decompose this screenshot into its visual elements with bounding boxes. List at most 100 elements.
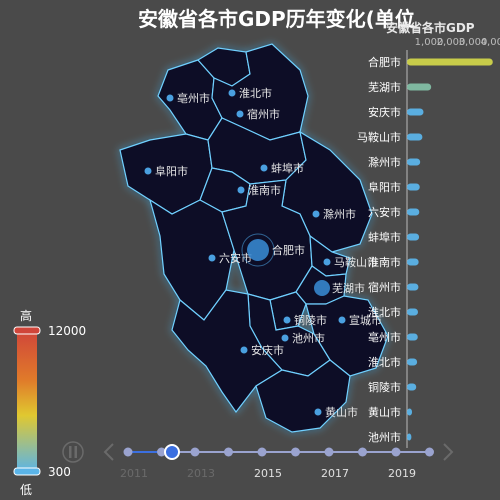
city-label: 淮北市 [239, 86, 272, 100]
bar-category-label: 滁州市 [368, 155, 401, 169]
bar[interactable] [407, 108, 424, 116]
bar[interactable] [407, 233, 420, 241]
city-marker[interactable] [247, 239, 269, 261]
city-label: 阜阳市 [155, 164, 188, 178]
region-huangshan[interactable] [255, 359, 351, 433]
city-marker[interactable] [314, 280, 330, 296]
bar[interactable] [407, 308, 418, 316]
bar-category-label: 芜湖市 [368, 80, 401, 94]
visual-map-handle-bottom[interactable] [13, 467, 41, 476]
bar[interactable] [407, 83, 432, 91]
city-label: 安庆市 [251, 343, 284, 357]
city-label: 马鞍山市 [334, 255, 378, 269]
bar[interactable] [407, 258, 419, 266]
bar[interactable] [407, 133, 423, 141]
bar[interactable] [407, 358, 418, 366]
city-label: 铜陵市 [294, 313, 327, 327]
city-marker[interactable] [237, 186, 245, 194]
timeline-step[interactable] [157, 447, 166, 457]
ranking-title: 安徽省各市GDP [386, 20, 475, 35]
bar-category-label: 淮北市 [368, 305, 401, 319]
visual-map-high-label: 高 [20, 308, 32, 323]
bar[interactable] [407, 408, 413, 416]
timeline-dots[interactable] [123, 447, 435, 457]
bar-category-label: 六安市 [368, 205, 401, 219]
bar[interactable] [407, 283, 419, 291]
visual-map[interactable]: 高 12000 300 低 [13, 308, 86, 497]
chevron-left-icon[interactable] [103, 443, 114, 461]
city-label: 合肥市 [272, 243, 305, 257]
pause-icon[interactable] [62, 441, 84, 463]
x-axis-tick-label: 3,000 [459, 37, 488, 48]
visual-map-handle-top[interactable] [13, 326, 41, 335]
bar-category-label: 黄山市 [368, 405, 401, 419]
bar-category-label: 淮南市 [368, 255, 401, 269]
bar[interactable] [407, 383, 417, 391]
anhui-map[interactable] [119, 43, 389, 433]
city-marker[interactable] [144, 167, 152, 175]
city-marker[interactable] [240, 346, 248, 354]
city-ripple [241, 233, 275, 267]
x-axis-tick-label: 4,000 [481, 37, 500, 48]
city-marker[interactable] [323, 258, 331, 266]
bar-category-label: 合肥市 [368, 55, 401, 69]
chart-title: 安徽省各市GDP历年变化(单位 [138, 7, 415, 31]
visual-map-low-label: 低 [20, 483, 32, 497]
timeline-year-label: 2015 [254, 467, 282, 480]
bar[interactable] [407, 433, 412, 441]
bar-category-label: 宿州市 [368, 280, 401, 294]
timeline-step[interactable] [123, 447, 133, 457]
city-marker[interactable] [228, 89, 236, 97]
city-marker[interactable] [166, 94, 174, 102]
bar-category-label: 淮北市 [368, 355, 401, 369]
bar-category-label: 蚌埠市 [368, 230, 401, 244]
bar[interactable] [407, 58, 493, 66]
timeline-current-handle[interactable] [164, 444, 180, 460]
bar-category-label: 池州市 [368, 430, 401, 444]
timeline-step[interactable] [291, 447, 300, 457]
timeline-step[interactable] [391, 447, 401, 457]
bar[interactable] [407, 158, 421, 166]
city-marker[interactable] [208, 254, 216, 262]
bar-category-label: 阜阳市 [368, 180, 401, 194]
timeline-year-label: 2013 [187, 467, 215, 480]
bar[interactable] [407, 333, 418, 341]
city-marker[interactable] [260, 164, 268, 172]
visual-map-max-text: 12000 [48, 324, 86, 338]
visual-map-gradient-bar [17, 330, 37, 472]
city-marker[interactable] [283, 316, 291, 324]
city-marker[interactable] [338, 316, 346, 324]
timeline-step[interactable] [324, 447, 334, 457]
bar-series: 合肥市芜湖市安庆市马鞍山市滁州市阜阳市六安市蚌埠市淮南市宿州市淮北市亳州市淮北市… [357, 55, 493, 444]
timeline-labels: 2011 2013 2015 2017 2019 [120, 467, 416, 480]
city-label: 芜湖市 [332, 281, 365, 295]
city-marker[interactable] [236, 110, 244, 118]
x-axis-tick-label: 2,000 [437, 37, 466, 48]
timeline-step[interactable] [358, 447, 367, 457]
city-marker[interactable] [312, 210, 320, 218]
timeline[interactable]: 2011 2013 2015 2017 2019 [62, 441, 454, 480]
timeline-step[interactable] [257, 447, 267, 457]
timeline-year-label: 2011 [120, 467, 148, 480]
city-label: 池州市 [292, 331, 325, 345]
city-label: 淮南市 [248, 183, 281, 197]
city-marker[interactable] [314, 408, 322, 416]
city-label: 蚌埠市 [271, 161, 304, 175]
timeline-step[interactable] [190, 447, 200, 457]
x-axis-tick-label: 1,000 [415, 37, 444, 48]
bar[interactable] [407, 208, 420, 216]
timeline-year-label: 2019 [388, 467, 416, 480]
timeline-step[interactable] [224, 447, 233, 457]
bar[interactable] [407, 183, 420, 191]
city-label: 滁州市 [323, 207, 356, 221]
region-xuancheng[interactable] [305, 295, 389, 377]
timeline-step[interactable] [425, 447, 434, 457]
city-label: 宿州市 [247, 107, 280, 121]
city-label: 宣城市 [349, 313, 382, 327]
city-label: 亳州市 [177, 91, 210, 105]
chevron-right-icon[interactable] [443, 443, 454, 461]
city-marker[interactable] [281, 334, 289, 342]
